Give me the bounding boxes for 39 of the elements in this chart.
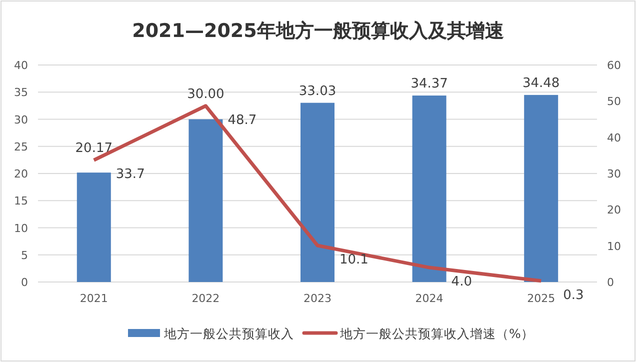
y-tick-label: 20 bbox=[14, 168, 28, 180]
data-label: 34.48 bbox=[522, 76, 560, 91]
x-tick-label: 2024 bbox=[415, 292, 444, 305]
data-label: 33.03 bbox=[298, 84, 336, 99]
bar bbox=[300, 102, 334, 282]
x-tick-label: 2022 bbox=[192, 292, 220, 305]
x-tick-label: 2023 bbox=[304, 292, 332, 305]
y2-tick-label: 10 bbox=[607, 240, 621, 253]
data-label: 48.7 bbox=[228, 112, 257, 128]
bar bbox=[524, 94, 558, 282]
y2-tick-label: 60 bbox=[607, 59, 621, 72]
data-label: 30.00 bbox=[187, 86, 224, 102]
data-label: 34.37 bbox=[410, 76, 448, 92]
y-tick-label: 0 bbox=[21, 276, 28, 289]
y2-tick-label: 50 bbox=[607, 95, 621, 108]
y2-tick-label: 0 bbox=[607, 276, 614, 289]
y2-tick-label: 20 bbox=[607, 204, 621, 217]
y-tick-label: 25 bbox=[14, 140, 28, 154]
y-tick-label: 10 bbox=[14, 222, 28, 235]
y-tick-label: 30 bbox=[14, 113, 28, 126]
bar bbox=[76, 172, 111, 282]
y-tick-label: 35 bbox=[14, 86, 28, 100]
chart-title: 2021—2025年地方一般预算收入及其增速 bbox=[132, 20, 504, 42]
bar bbox=[412, 96, 446, 282]
y-tick-label: 40 bbox=[14, 59, 28, 72]
y-tick-label: 15 bbox=[14, 194, 28, 208]
x-tick-label: 2025 bbox=[527, 292, 556, 305]
bar bbox=[188, 119, 223, 282]
data-label: 10.1 bbox=[340, 252, 368, 268]
y2-tick-label: 30 bbox=[607, 168, 621, 180]
legend-label: 地方一般公共预算收入增速（%） bbox=[339, 326, 534, 341]
x-tick-label: 2021 bbox=[80, 292, 108, 305]
y-tick-label: 5 bbox=[21, 248, 28, 262]
data-label: 0.3 bbox=[563, 288, 584, 303]
data-label: 4.0 bbox=[451, 274, 472, 290]
data-label: 20.17 bbox=[75, 141, 113, 156]
data-label: 33.7 bbox=[116, 167, 145, 182]
legend-label: 地方一般公共预算收入 bbox=[163, 326, 294, 341]
y2-tick-label: 40 bbox=[607, 131, 621, 144]
